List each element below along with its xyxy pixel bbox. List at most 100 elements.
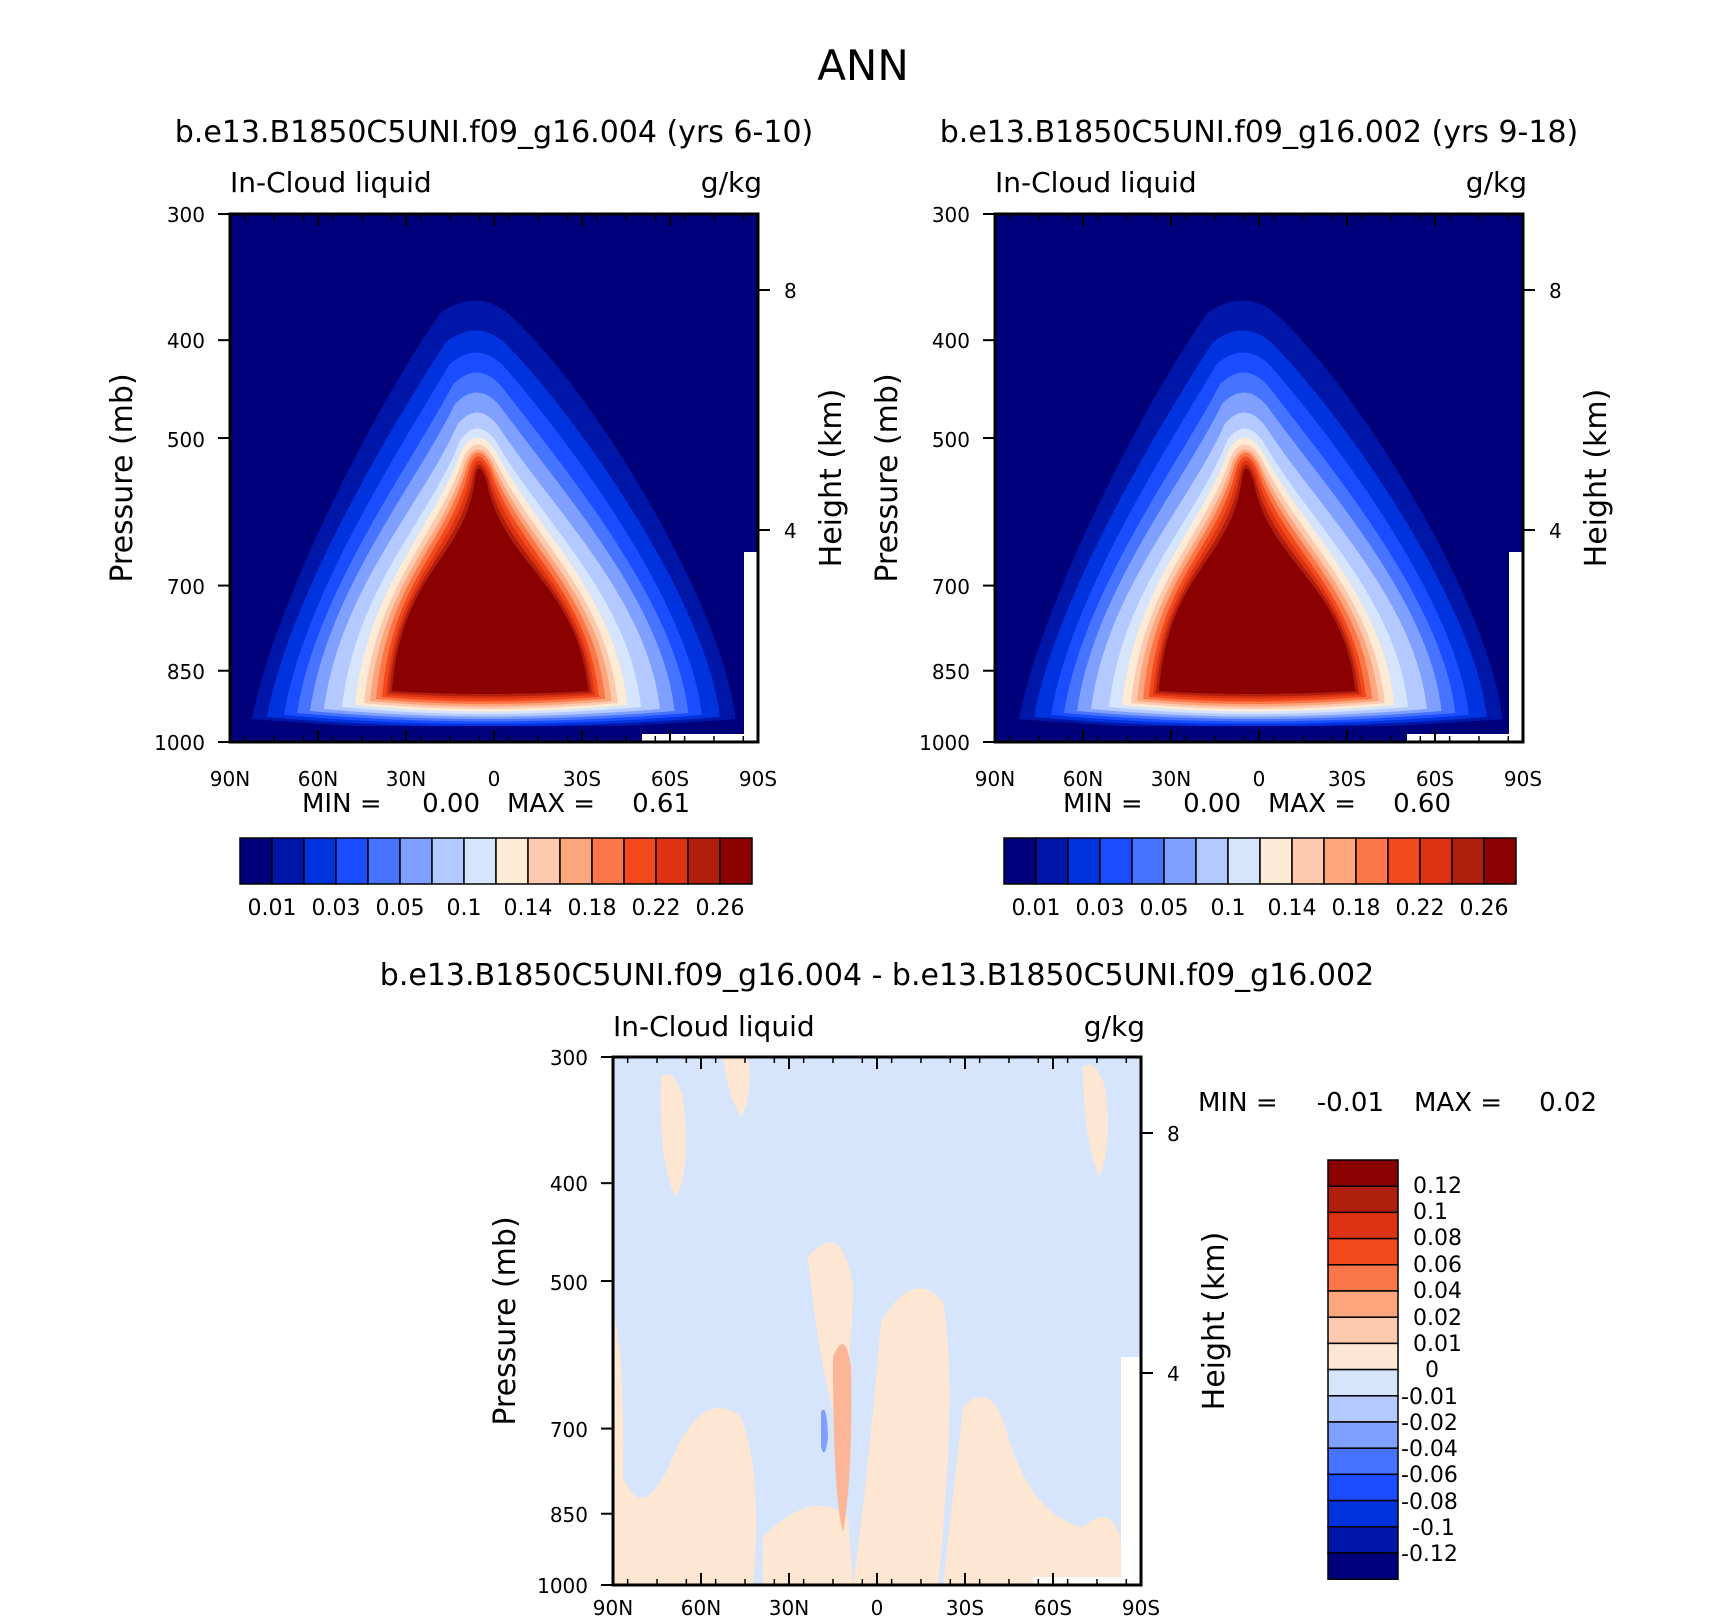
figure-title: ANN xyxy=(817,41,909,90)
panel-c-max-label: MAX = xyxy=(1414,1088,1502,1118)
panel-b-contour-field xyxy=(995,214,1523,742)
colorbar-box-15 xyxy=(1327,1552,1399,1580)
panel-b-cbar-label-7: 0.26 xyxy=(1460,896,1509,921)
panel-a-x-tick-60n: 60N xyxy=(298,767,338,791)
colorbar-box-2 xyxy=(1067,837,1101,885)
colorbar-box-3 xyxy=(1099,837,1133,885)
colorbar-box-6 xyxy=(1195,837,1229,885)
panel-b-ticks xyxy=(983,213,1535,743)
panel-a-y-tick-500: 500 xyxy=(167,428,205,452)
panel-a-x-tick-60s: 60S xyxy=(651,767,689,791)
panel-a-cbar-label-2: 0.05 xyxy=(376,896,425,921)
panel-a-max-label: MAX = xyxy=(507,789,595,819)
positive-diff-region-3 xyxy=(853,1288,950,1585)
panel-a-y-tick-850: 850 xyxy=(167,660,205,684)
colorbar-box-9 xyxy=(1291,837,1325,885)
panel-c-variable: In-Cloud liquid xyxy=(613,1010,815,1043)
panel-a-y-tick-300: 300 xyxy=(167,203,205,227)
missing-data-mask xyxy=(642,552,758,742)
panel-c-ylabel-right: Height (km) xyxy=(1197,1232,1232,1411)
panel-a: b.e13.B1850C5UNI.f09_g16.004 (yrs 6-10) … xyxy=(105,115,849,921)
panel-a-y-tick-700: 700 xyxy=(167,575,205,599)
panel-a-cbar-label-6: 0.22 xyxy=(632,896,681,921)
colorbar-box-14 xyxy=(1327,1526,1399,1554)
panel-c-cbar-label-2: 0.08 xyxy=(1413,1226,1462,1251)
colorbar-box-13 xyxy=(1419,837,1453,885)
panel-c-colorbar xyxy=(1327,1159,1399,1580)
panel-c-x-tick-60s: 60S xyxy=(1034,1596,1072,1620)
colorbar-box-10 xyxy=(559,837,593,885)
positive-diff-region-6 xyxy=(1083,1064,1108,1177)
colorbar-box-13 xyxy=(655,837,689,885)
contour-level-15 xyxy=(392,468,589,694)
panel-b-x-tick-60n: 60N xyxy=(1063,767,1103,791)
panel-a-min-value: 0.00 xyxy=(422,789,480,819)
panel-b-ylabel-right: Height (km) xyxy=(1579,389,1614,568)
panel-c-ylabel: Pressure (mb) xyxy=(488,1216,523,1425)
panel-c-cbar-label-7: 0 xyxy=(1425,1358,1439,1383)
positive-diff-region-0 xyxy=(613,1307,757,1585)
panel-b-cbar-label-1: 0.03 xyxy=(1076,896,1125,921)
colorbar-box-2 xyxy=(1327,1211,1399,1240)
panel-c-x-tick-60n: 60N xyxy=(681,1596,721,1620)
panel-c-cbar-label-10: -0.04 xyxy=(1401,1437,1458,1462)
panel-a-x-tick-90s: 90S xyxy=(739,767,777,791)
panel-c-cbar-label-4: 0.04 xyxy=(1413,1279,1462,1304)
panel-c-cbar-label-9: -0.02 xyxy=(1401,1411,1458,1436)
panel-a-y-tick-400: 400 xyxy=(167,329,205,353)
panel-a-cbar-label-0: 0.01 xyxy=(248,896,297,921)
panel-b-cbar-label-5: 0.18 xyxy=(1332,896,1381,921)
missing-data-mask xyxy=(1407,552,1523,742)
colorbar-box-6 xyxy=(1327,1316,1399,1345)
colorbar-box-14 xyxy=(1451,837,1485,885)
colorbar-box-7 xyxy=(1227,837,1261,885)
panel-b-colorbar xyxy=(1003,837,1517,885)
colorbar-box-3 xyxy=(1327,1237,1399,1266)
panel-a-x-tick-90n: 90N xyxy=(210,767,250,791)
panel-c: b.e13.B1850C5UNI.f09_g16.004 - b.e13.B18… xyxy=(380,958,1597,1620)
contour-level-15 xyxy=(1159,468,1356,694)
panel-c-ticks xyxy=(601,1056,1153,1586)
panel-c-right-tick-4: 4 xyxy=(1167,1362,1180,1386)
panel-b-min-value: 0.00 xyxy=(1183,789,1241,819)
panel-b: b.e13.B1850C5UNI.f09_g16.002 (yrs 9-18) … xyxy=(870,115,1614,921)
panel-c-cbar-label-8: -0.01 xyxy=(1401,1385,1458,1410)
missing-data-mask xyxy=(1033,1357,1141,1585)
panel-c-max-value: 0.02 xyxy=(1539,1088,1597,1118)
panel-a-cbar-label-5: 0.18 xyxy=(568,896,617,921)
colorbar-box-12 xyxy=(1387,837,1421,885)
panel-c-title: b.e13.B1850C5UNI.f09_g16.004 - b.e13.B18… xyxy=(380,958,1374,993)
panel-a-min-label: MIN = xyxy=(302,789,382,819)
colorbar-box-3 xyxy=(335,837,369,885)
panel-a-colorbar xyxy=(239,837,753,885)
panel-b-right-tick-4: 4 xyxy=(1549,519,1562,543)
panel-c-x-tick-30n: 30N xyxy=(769,1596,809,1620)
panel-c-cbar-label-3: 0.06 xyxy=(1413,1253,1462,1278)
panel-c-cbar-label-13: -0.1 xyxy=(1412,1516,1455,1541)
colorbar-box-0 xyxy=(1003,837,1037,885)
panel-b-cbar-label-6: 0.22 xyxy=(1396,896,1445,921)
colorbar-box-10 xyxy=(1323,837,1357,885)
colorbar-box-5 xyxy=(399,837,433,885)
colorbar-box-13 xyxy=(1327,1499,1399,1528)
panel-c-x-tick-30s: 30S xyxy=(946,1596,984,1620)
panel-b-units: g/kg xyxy=(1466,166,1527,199)
colorbar-box-11 xyxy=(1355,837,1389,885)
panel-b-y-tick-300: 300 xyxy=(932,203,970,227)
colorbar-box-1 xyxy=(1035,837,1069,885)
colorbar-box-5 xyxy=(1163,837,1197,885)
panel-b-y-tick-850: 850 xyxy=(932,660,970,684)
panel-b-title: b.e13.B1850C5UNI.f09_g16.002 (yrs 9-18) xyxy=(940,115,1579,150)
panel-b-min-label: MIN = xyxy=(1063,789,1143,819)
panel-b-x-tick-30s: 30S xyxy=(1328,767,1366,791)
colorbar-box-11 xyxy=(1327,1447,1399,1476)
colorbar-box-1 xyxy=(271,837,305,885)
panel-c-x-tick-90n: 90N xyxy=(593,1596,633,1620)
panel-b-y-tick-1000: 1000 xyxy=(919,731,970,755)
panel-b-cbar-label-0: 0.01 xyxy=(1012,896,1061,921)
panel-b-y-tick-500: 500 xyxy=(932,428,970,452)
panel-b-cbar-label-3: 0.1 xyxy=(1211,896,1246,921)
panel-c-right-tick-8: 8 xyxy=(1167,1122,1180,1146)
negative-diff-spot xyxy=(821,1409,828,1453)
colorbar-box-0 xyxy=(1327,1159,1399,1187)
